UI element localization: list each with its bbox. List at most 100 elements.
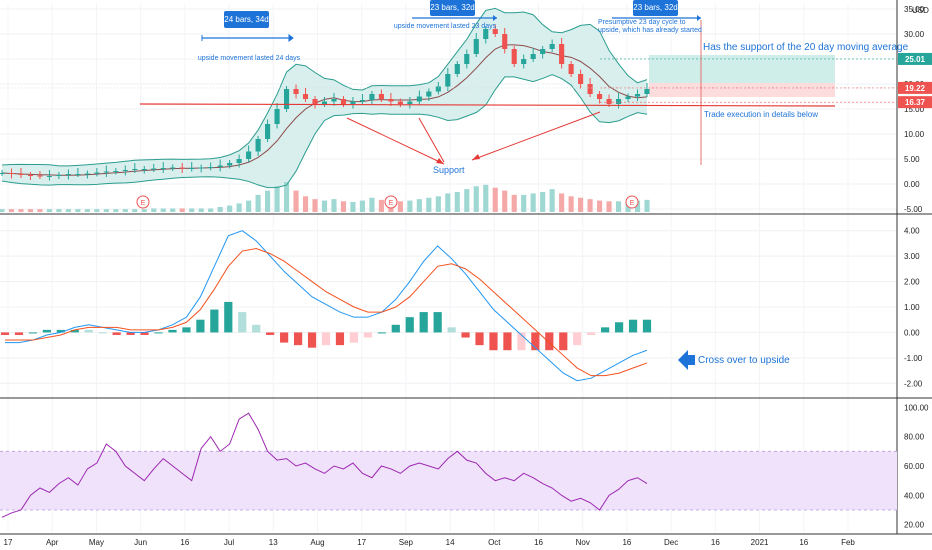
candle: [189, 168, 195, 169]
candle: [483, 29, 489, 39]
macd-histogram-bar: [642, 319, 652, 333]
candle: [293, 89, 299, 94]
candle: [246, 151, 252, 159]
stop-zone: [649, 83, 835, 97]
currency-label: USD: [912, 6, 929, 15]
earnings-label: E: [141, 200, 146, 207]
macd-histogram-bar: [293, 332, 303, 346]
candle: [208, 167, 214, 168]
time-tick: 17: [357, 538, 366, 547]
volume-bar: [597, 200, 603, 212]
volume-bar: [103, 209, 109, 212]
macd-histogram-bar: [321, 332, 331, 346]
volume-bar: [559, 193, 565, 212]
volume-bar: [464, 189, 470, 212]
target-zone: [649, 55, 835, 83]
volume-bar: [426, 197, 432, 212]
volume-bar: [217, 207, 223, 212]
candle: [559, 44, 565, 64]
candle: [331, 99, 337, 102]
macd-histogram-bar: [0, 332, 10, 335]
range-tag-2: 23 bars, 32d upside movement lasted 23 d…: [394, 0, 497, 30]
macd-line: [5, 230, 648, 382]
candle: [65, 174, 71, 175]
volume-bar: [378, 199, 384, 212]
rsi-band: [0, 450, 897, 511]
candle: [236, 159, 242, 163]
macd-histogram-bar: [28, 332, 38, 334]
time-tick: 16: [534, 538, 543, 547]
volume-bar: [416, 199, 422, 212]
candle: [549, 44, 555, 49]
price-tick: 30.00: [904, 30, 925, 39]
price-badge-label: 19.22: [905, 84, 926, 93]
trade-zones: [649, 20, 835, 165]
candle: [103, 171, 109, 173]
macd-histogram-bar: [70, 329, 79, 333]
candle: [94, 172, 100, 174]
candle: [521, 59, 527, 64]
volume-bar: [160, 208, 166, 212]
candle: [388, 99, 394, 102]
candle: [27, 175, 34, 176]
volume-bar: [615, 201, 622, 212]
signal-line: [5, 247, 648, 377]
macd-histogram-bar: [280, 332, 289, 343]
trade-details-note: Trade execution in details below: [704, 110, 818, 119]
time-tick: Jul: [224, 538, 234, 547]
range-tag-1-label: 24 bars, 34d: [224, 15, 268, 24]
candle: [340, 99, 347, 104]
candle: [113, 171, 119, 172]
volume-bar: [644, 199, 650, 212]
volume-bar: [198, 208, 204, 212]
price-tick: 15.00: [904, 105, 925, 114]
candle: [597, 94, 603, 99]
volume-bar: [170, 208, 176, 212]
volume-bar: [151, 208, 157, 212]
candle: [445, 74, 451, 87]
candle: [217, 165, 223, 167]
volume-bar: [312, 199, 318, 212]
bollinger-upper: [1, 7, 648, 167]
candle: [369, 94, 375, 100]
candle: [587, 84, 593, 94]
time-tick: 13: [269, 538, 278, 547]
price-tick: -5.00: [904, 205, 923, 214]
volume-bar: [606, 201, 612, 212]
macd-histogram-bar: [224, 301, 233, 333]
volume-bar: [502, 190, 508, 212]
macd-histogram-bar: [168, 329, 177, 333]
macd-histogram-bar: [419, 312, 428, 333]
time-tick: Dec: [664, 538, 678, 547]
candle: [435, 86, 441, 92]
support-line: [139, 103, 836, 107]
macd-histogram-bar: [42, 329, 51, 333]
candle: [615, 99, 622, 104]
macd-histogram-bar: [601, 327, 610, 333]
volume-bar: [94, 209, 100, 212]
volume-bar: [473, 186, 479, 212]
candlesticks: [0, 24, 650, 181]
macd-histogram-bar: [545, 332, 554, 351]
macd-histogram-bar: [266, 332, 275, 335]
macd-histogram-bar: [112, 332, 121, 335]
volume-bar: [56, 209, 62, 212]
candle: [56, 175, 62, 176]
volume-bar: [454, 192, 460, 212]
volume-bar: [18, 209, 24, 212]
price-badge-label: 16.37: [905, 98, 926, 107]
volume-bar: [189, 208, 195, 212]
macd-histogram-bar: [377, 332, 386, 334]
volume-bar: [587, 199, 593, 212]
range-tag-3: 23 bars, 32d: [612, 0, 701, 21]
macd-tick: 1.00: [904, 303, 920, 312]
candle: [141, 169, 147, 170]
candle: [568, 64, 574, 74]
candle: [644, 89, 650, 94]
volume-bar: [483, 184, 489, 212]
volume-bar: [407, 200, 413, 212]
candle: [18, 174, 24, 175]
candle: [302, 94, 309, 99]
macd-histogram-bar: [573, 332, 582, 346]
price-badge-label: 25.01: [905, 55, 926, 64]
